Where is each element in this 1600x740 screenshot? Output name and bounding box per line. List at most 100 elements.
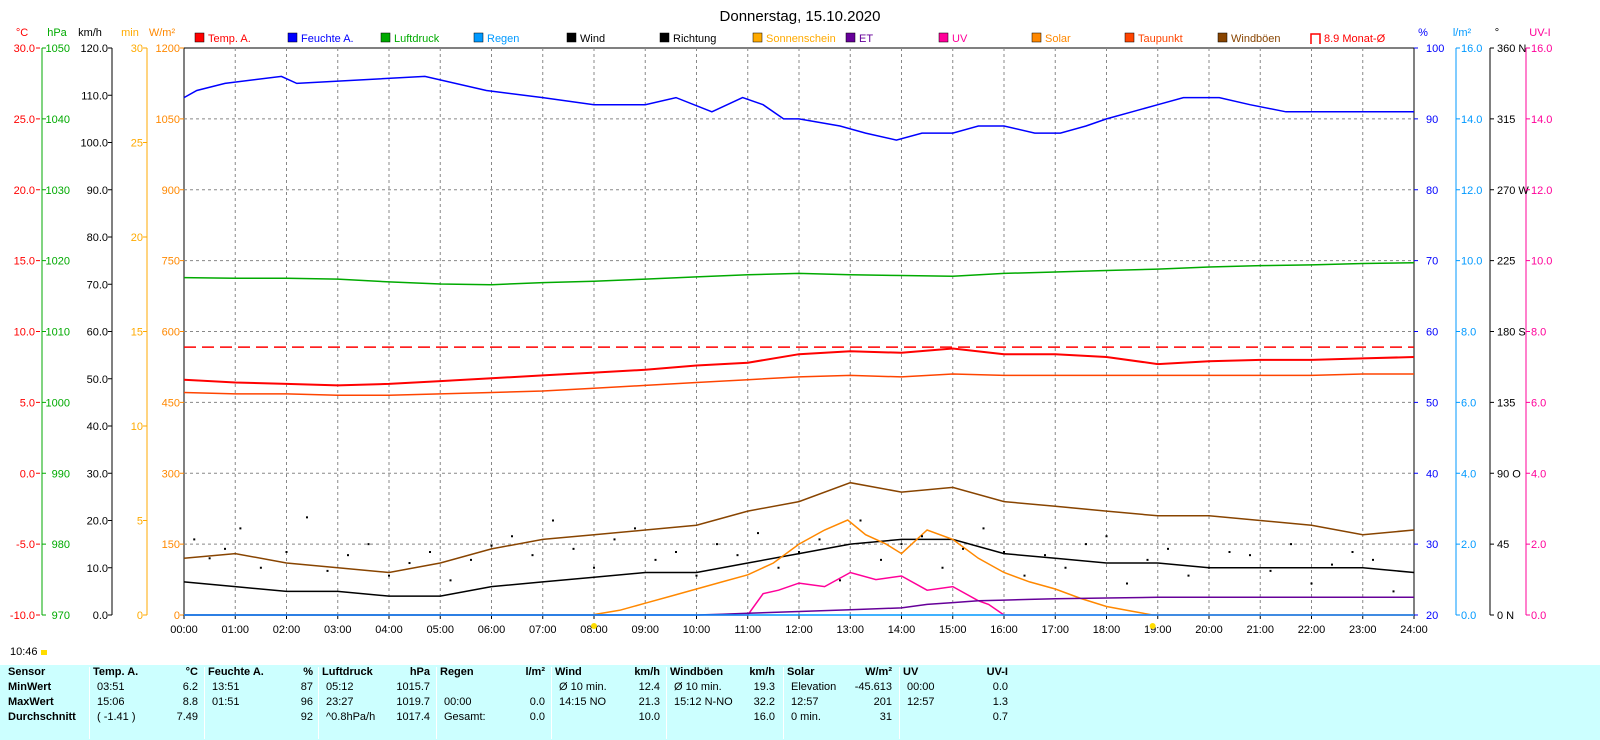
direction-point: [736, 554, 739, 557]
table-separator: [436, 667, 437, 739]
wind-axis-tick-label: 80.0: [87, 232, 108, 244]
table-header-unit: %: [303, 666, 313, 678]
pressure-axis-tick-label: 1040: [46, 114, 70, 126]
table-header-unit: °C: [185, 666, 198, 678]
table-separator: [89, 667, 90, 739]
x-axis: 00:00 01:00 02:00 03:00 04:00 05:00 06:00 07:00…: [170, 615, 1428, 636]
wind-axis-tick-label: 70.0: [87, 279, 108, 291]
x-tick-label: 23:00: [1349, 624, 1377, 636]
direction-point: [982, 527, 985, 530]
direction-point: [777, 566, 780, 569]
table-cell-time: 00:00: [907, 681, 935, 693]
direction-point: [193, 538, 196, 541]
direction-axis-tick-label: 315: [1497, 114, 1515, 126]
rain-axis-tick-label: 12.0: [1461, 185, 1482, 197]
direction-point: [818, 538, 821, 541]
direction-point: [326, 569, 329, 572]
direction-point: [1331, 563, 1333, 566]
legend-swatch: [566, 32, 577, 43]
direction-point: [285, 551, 288, 553]
chart-grid: [183, 47, 1415, 616]
direction-point: [408, 562, 411, 565]
legend-swatch: [659, 32, 670, 43]
x-tick-label: 00:00: [170, 624, 198, 636]
series-solar: [184, 519, 1414, 616]
x-tick-label: 07:00: [529, 624, 557, 636]
table-cell-time: 00:00: [444, 696, 472, 708]
legend-label: Regen: [487, 33, 519, 45]
x-tick-label: 15:00: [939, 624, 967, 636]
legend-label: Wind: [580, 33, 605, 45]
table-header-unit: UV-I: [986, 666, 1008, 678]
sunset-marker: [1149, 623, 1156, 629]
legend-swatch: [752, 32, 763, 43]
solar-axis-tick-label: 600: [162, 327, 180, 339]
sun-icon: [40, 649, 47, 655]
direction-point: [921, 535, 923, 538]
solar-axis-tick-label: 750: [162, 256, 180, 268]
table-header: Feuchte A.: [208, 666, 264, 678]
legend-label: Windböen: [1231, 33, 1281, 45]
direction-axis-tick-label: 45: [1497, 539, 1509, 551]
direction-point: [1269, 569, 1272, 572]
pressure-axis-tick-label: 990: [52, 468, 70, 480]
axis-unit: W/m²: [149, 27, 176, 39]
wind-axis-tick-label: 0.0: [93, 610, 108, 622]
pressure-axis-tick-label: 970: [52, 610, 70, 622]
table-separator: [204, 667, 205, 739]
legend-swatch: [380, 32, 391, 43]
x-tick-label: 16:00: [990, 624, 1018, 636]
solar-axis-tick-label: 300: [162, 468, 180, 480]
x-tick-label: 14:00: [888, 624, 916, 636]
axis-unit: l/m²: [1453, 27, 1472, 39]
series-feuchte-a-: [183, 75, 1414, 141]
table-header: Regen: [440, 666, 474, 678]
direction-point: [347, 554, 349, 557]
wind-axis-tick-label: 110.0: [81, 90, 108, 102]
table-cell-value: 87: [300, 681, 313, 693]
table-header: Wind: [555, 666, 582, 678]
temp-axis-tick-label: 5.0: [20, 397, 35, 409]
direction-axis-tick-label: 90 O: [1497, 468, 1521, 480]
direction-point: [716, 543, 718, 546]
pressure-axis-tick-label: 1000: [46, 397, 70, 409]
legend: Temp. A. Feuchte A. Luftdruck Regen Wind Rich…: [194, 32, 1386, 45]
table-row-label: Durchschnitt: [8, 711, 76, 723]
solar-axis-tick-label: 450: [162, 397, 180, 409]
left-axes: 30.025.020.015.010.05.00.0-5.0-10.010501…: [10, 27, 184, 622]
table-cell-time: Ø 10 min.: [674, 681, 722, 693]
humidity-axis-tick-label: 50: [1426, 397, 1438, 409]
uv-axis-tick-label: 12.0: [1531, 185, 1552, 197]
table-cell-time: Ø 10 min.: [559, 681, 607, 693]
humidity-axis-tick-label: 70: [1426, 256, 1438, 268]
direction-point: [798, 551, 800, 553]
table-cell-value: -45.613: [854, 681, 892, 693]
direction-point: [593, 566, 595, 569]
x-tick-label: 10:00: [683, 624, 711, 636]
table-cell-time: 13:51: [212, 681, 240, 693]
pressure-axis-tick-label: 1050: [46, 43, 70, 55]
chart-title: Donnerstag, 15.10.2020: [720, 8, 881, 25]
x-tick-label: 12:00: [785, 624, 813, 636]
direction-point: [1351, 551, 1354, 553]
table-cell-time: 15:06: [97, 696, 125, 708]
table-cell-time: 03:51: [97, 681, 125, 693]
x-tick-label: 19:00: [1144, 624, 1172, 636]
humidity-axis-tick-label: 90: [1426, 114, 1438, 126]
direction-point: [259, 566, 262, 569]
table-row-label: MaxWert: [8, 696, 54, 708]
wind-axis-tick-label: 90.0: [87, 185, 108, 197]
table-cell-value: 0.0: [529, 711, 545, 723]
uv-axis-tick-label: 6.0: [1531, 397, 1546, 409]
direction-point: [1167, 547, 1169, 550]
series-luftdruck: [183, 262, 1415, 286]
pressure-axis-tick-label: 1020: [46, 256, 70, 268]
direction-point: [839, 579, 841, 582]
legend-label: Luftdruck: [394, 33, 440, 45]
direction-point: [490, 544, 493, 547]
legend-swatch: [1031, 32, 1042, 43]
direction-axis-tick-label: 270 W: [1497, 185, 1529, 197]
table-cell-value: 19.3: [753, 681, 775, 693]
direction-point: [1290, 543, 1292, 546]
x-tick-label: 21:00: [1246, 624, 1274, 636]
